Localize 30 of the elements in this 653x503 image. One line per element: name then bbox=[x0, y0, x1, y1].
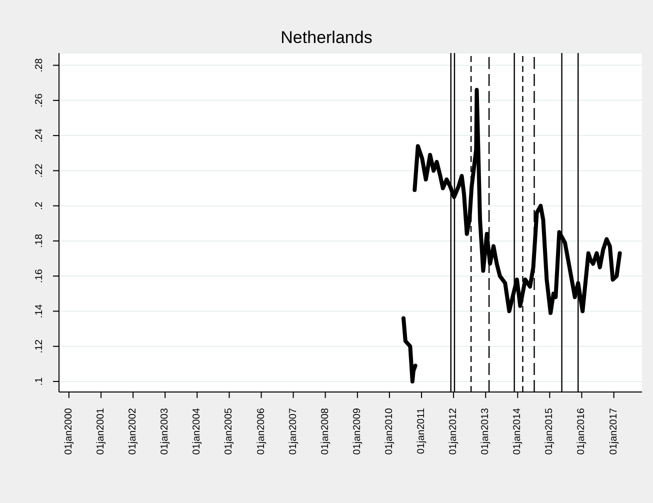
x-tick-label: 01jan2009 bbox=[352, 408, 363, 455]
x-tick-label: 01jan2002 bbox=[128, 408, 139, 455]
y-tick-label: .1 bbox=[34, 376, 45, 386]
line-series bbox=[402, 316, 418, 384]
y-tick-label: .12 bbox=[34, 338, 45, 354]
x-tick-label: 01jan2010 bbox=[384, 408, 395, 455]
y-tick-label: .14 bbox=[34, 304, 45, 318]
x-tick-label: 01jan2003 bbox=[160, 408, 171, 455]
y-tick-label: .22 bbox=[34, 163, 45, 178]
x-tick-label: 01jan2000 bbox=[63, 408, 74, 455]
y-tick-label: .28 bbox=[34, 58, 45, 72]
x-tick-label: 01jan2011 bbox=[416, 408, 427, 454]
x-tick-label: 01jan2007 bbox=[288, 408, 299, 455]
x-tick-label: 01jan2005 bbox=[224, 408, 235, 455]
x-tick-label: 01jan2006 bbox=[256, 408, 267, 455]
y-tick-label: .2 bbox=[34, 201, 45, 210]
x-tick-label: 01jan2004 bbox=[192, 408, 203, 455]
chart-title: Netherlands bbox=[280, 28, 374, 48]
x-tick-label: 01jan2016 bbox=[576, 408, 588, 455]
x-tick-label: 01jan2014 bbox=[512, 408, 524, 455]
y-tick-label: .18 bbox=[34, 234, 45, 248]
x-tick-label: 01jan2017 bbox=[608, 408, 620, 455]
x-tick-label: 01jan2013 bbox=[480, 408, 492, 455]
y-tick-label: .24 bbox=[34, 128, 45, 143]
x-tick-label: 01jan2008 bbox=[320, 408, 331, 455]
y-tick-label: .26 bbox=[34, 93, 45, 108]
x-tick-label: 01jan2012 bbox=[448, 408, 460, 455]
x-tick-label: 01jan2015 bbox=[544, 408, 556, 455]
y-tick-label: .16 bbox=[34, 268, 45, 284]
x-tick-label: 01jan2001 bbox=[96, 408, 107, 455]
